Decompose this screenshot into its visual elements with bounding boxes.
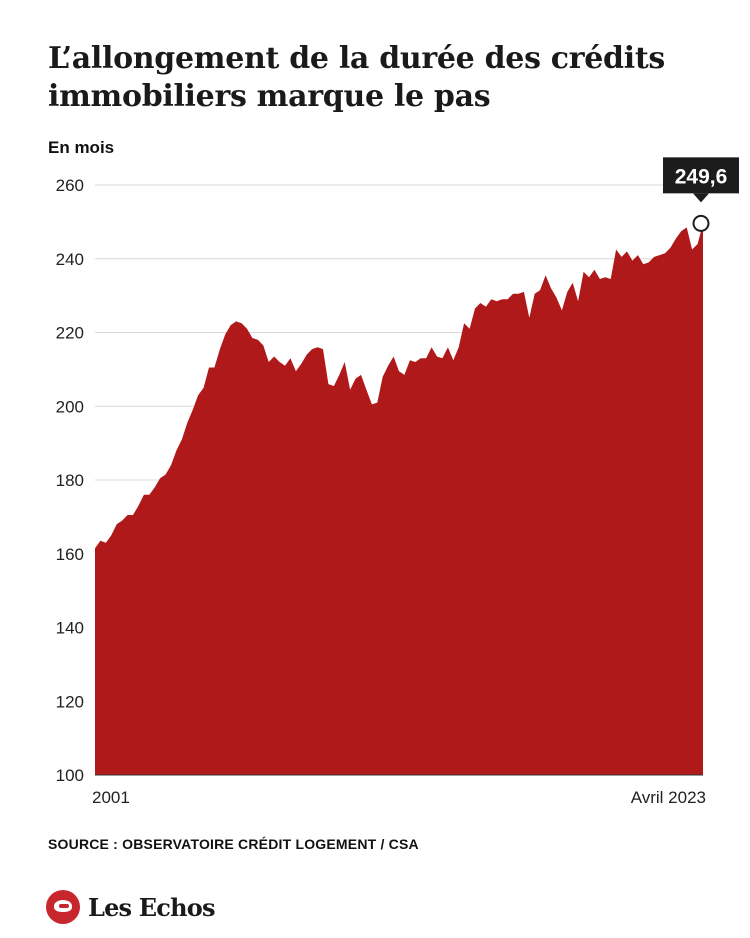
x-tick-end: Avril 2023	[631, 788, 706, 807]
last-point-marker	[692, 214, 710, 232]
y-tick-label: 260	[56, 176, 84, 195]
y-tick-label: 160	[56, 545, 84, 564]
area-series	[95, 223, 703, 775]
y-tick-label: 200	[56, 397, 84, 416]
callout-pointer	[693, 193, 709, 203]
source-note: SOURCE : OBSERVATOIRE CRÉDIT LOGEMENT / …	[48, 836, 419, 852]
callout-value: 249,6	[675, 165, 728, 188]
y-tick-label: 100	[56, 766, 84, 785]
les-echos-logo: Les Echos	[46, 890, 215, 924]
area-chart: 100 120 140 160 180 200 220 240 260 2001 Avril 2…	[56, 157, 739, 807]
y-tick-label: 220	[56, 324, 84, 343]
callout-box	[663, 157, 739, 194]
y-tick-label: 180	[56, 471, 84, 490]
last-value-callout: 249,6	[663, 157, 739, 203]
y-tick-label: 120	[56, 692, 84, 711]
logo-bird-icon	[46, 890, 80, 924]
x-tick-start: 2001	[92, 788, 130, 807]
y-axis-unit-label: En mois	[48, 138, 115, 157]
y-tick-label: 240	[56, 250, 84, 269]
y-tick-label: 140	[56, 619, 84, 638]
y-axis-ticks: 100 120 140 160 180 200 220 240 260	[56, 176, 84, 785]
chart-title: L’allongement de la durée des crédits im…	[48, 41, 665, 114]
logo-text: Les Echos	[88, 892, 215, 922]
